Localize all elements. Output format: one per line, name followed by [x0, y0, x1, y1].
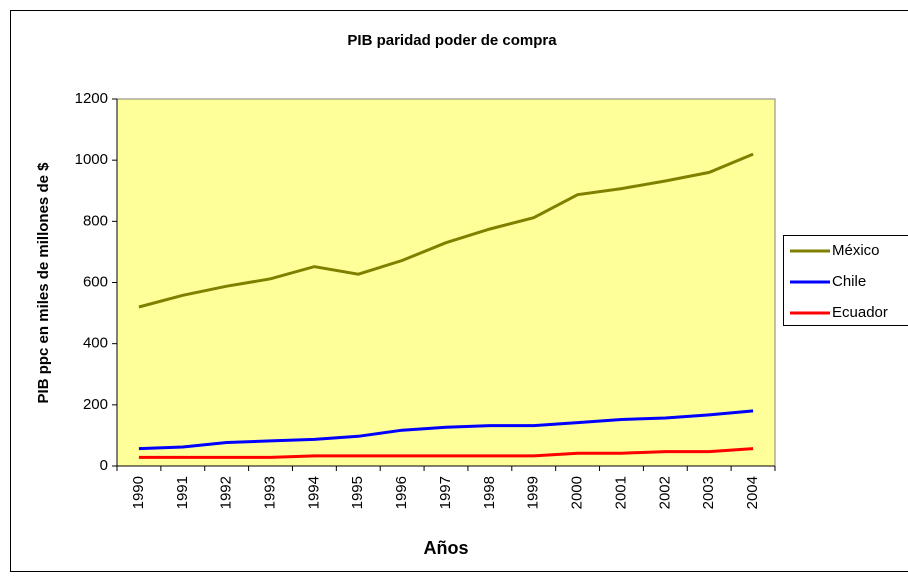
series-line [138, 152, 754, 309]
y-tick-label: 400 [83, 335, 108, 352]
x-tick-label: 1990 [130, 476, 147, 509]
legend-label: México [832, 242, 880, 259]
y-tick-label: 600 [83, 273, 108, 290]
y-tick-label: 1000 [75, 151, 108, 168]
x-tick-label: 1996 [393, 476, 410, 509]
legend-label: Chile [832, 273, 866, 290]
x-tick-label: 2001 [612, 476, 629, 509]
x-tick-label: 1994 [305, 476, 322, 509]
y-tick-label: 800 [83, 212, 108, 229]
series-line [138, 409, 754, 451]
x-tick-label: 1998 [481, 476, 498, 509]
x-tick-label: 2000 [569, 476, 586, 509]
series-line [138, 447, 754, 459]
x-tick-label: 1992 [218, 476, 235, 509]
y-tick-label: 200 [83, 396, 108, 413]
x-tick-label: 2004 [744, 476, 761, 509]
x-tick-label: 1993 [262, 476, 279, 509]
chart-title: PIB paridad poder de compra [347, 32, 557, 49]
x-tick-label: 2003 [700, 476, 717, 509]
legend-label: Ecuador [832, 304, 888, 321]
plot-area [116, 98, 776, 467]
x-tick-label: 1997 [437, 476, 454, 509]
x-tick-label: 1999 [525, 476, 542, 509]
y-tick-label: 1200 [75, 90, 108, 107]
x-tick-label: 1995 [349, 476, 366, 509]
x-tick-label: 2002 [656, 476, 673, 509]
x-tick-label: 1991 [174, 476, 191, 509]
y-tick-label: 0 [100, 457, 108, 474]
x-axis-label: Años [424, 538, 469, 558]
y-axis-label: PIB ppc en miles de millones de $ [35, 162, 52, 404]
